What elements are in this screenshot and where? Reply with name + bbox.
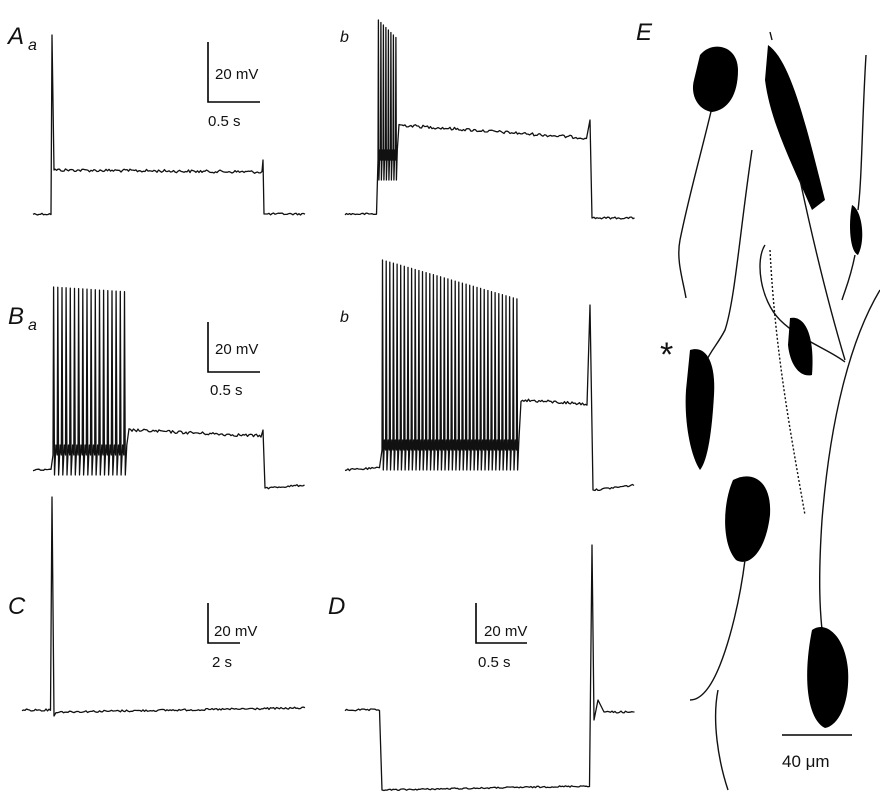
voltage-trace [344,19,635,220]
panel-label: B [8,303,24,330]
scale-label: 20 mV [484,623,527,640]
scale-label: 0.5 s [478,654,511,671]
neurons [678,31,880,791]
panel-sublabel: a [28,317,37,334]
panel-label: E [636,19,653,46]
scale-label: 2 s [212,654,232,671]
scale-label: 0.5 s [210,382,243,399]
panel-label: C [8,593,26,620]
voltage-trace [344,259,635,492]
scale-label: 0.5 s [208,113,241,130]
panel-label: D [328,593,345,620]
panel-sublabel: b [340,29,349,46]
panel-sublabel: b [340,309,349,326]
voltage-trace [32,286,305,490]
panel-label: A [6,23,24,50]
voltage-trace [344,544,635,792]
scale-label: 20 mV [215,341,258,358]
scale-label: 20 mV [215,66,258,83]
panel-sublabel: a [28,37,37,54]
voltage-trace [32,34,306,216]
scale-bar [475,603,527,644]
scale-bar [207,603,240,644]
scale-bar [207,322,260,373]
voltage-trace [21,496,306,717]
traces [21,19,635,792]
asterisk: * [660,336,673,374]
scale-label: 20 mV [214,623,257,640]
scale-bar [207,42,260,103]
scale-label: 40 μm [782,752,830,771]
